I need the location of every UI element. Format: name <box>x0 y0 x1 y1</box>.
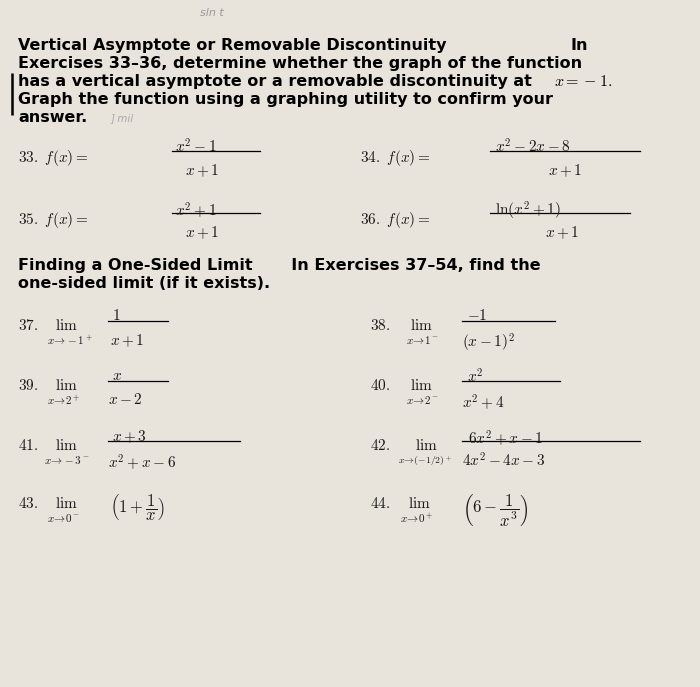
Text: $x\!\to\!0^+$: $x\!\to\!0^+$ <box>400 512 433 526</box>
Text: $x\!\to\!0^-$: $x\!\to\!0^-$ <box>47 512 80 524</box>
Text: sln t: sln t <box>200 8 224 18</box>
Text: In: In <box>570 38 587 53</box>
Text: $x^2 + 4$: $x^2 + 4$ <box>462 392 505 412</box>
Text: $1$: $1$ <box>112 308 120 323</box>
Text: $\mathbf{39.}$: $\mathbf{39.}$ <box>18 378 38 393</box>
Text: $x + 1$: $x + 1$ <box>185 224 220 240</box>
Text: $\mathbf{40.}$: $\mathbf{40.}$ <box>370 378 390 393</box>
Text: $x^2 - 2x - 8$: $x^2 - 2x - 8$ <box>495 138 571 156</box>
Text: $x\!\to\!2^-$: $x\!\to\!2^-$ <box>406 394 439 406</box>
Text: $x\!\to\!(-1/2)^+$: $x\!\to\!(-1/2)^+$ <box>398 454 452 468</box>
Text: $x\!\to\!1^-$: $x\!\to\!1^-$ <box>406 334 439 346</box>
Text: $x - 2$: $x - 2$ <box>108 392 143 407</box>
Text: $\lim$: $\lim$ <box>55 318 78 333</box>
Text: $x^2$: $x^2$ <box>467 368 484 386</box>
Text: answer.: answer. <box>18 110 88 125</box>
Text: $\mathbf{43.}$: $\mathbf{43.}$ <box>18 496 38 511</box>
Text: $\mathbf{34.}\ f(x) =$: $\mathbf{34.}\ f(x) =$ <box>360 148 430 168</box>
Text: $x = -1.$: $x = -1.$ <box>554 74 612 89</box>
Text: $\lim$: $\lim$ <box>410 318 433 333</box>
Text: $x + 1$: $x + 1$ <box>185 162 220 179</box>
Text: $\left(1 + \dfrac{1}{x}\right)$: $\left(1 + \dfrac{1}{x}\right)$ <box>110 492 164 522</box>
Text: has a vertical asymptote or a removable discontinuity at: has a vertical asymptote or a removable … <box>18 74 538 89</box>
Text: $\mathbf{44.}$: $\mathbf{44.}$ <box>370 496 390 511</box>
Text: $x^2 + 1$: $x^2 + 1$ <box>175 200 217 220</box>
Text: $x^2 - 1$: $x^2 - 1$ <box>175 138 217 156</box>
Text: $x$: $x$ <box>112 368 122 383</box>
Text: $x\!\to\!2^+$: $x\!\to\!2^+$ <box>47 394 80 408</box>
Text: ] mil: ] mil <box>110 113 133 123</box>
Text: $x + 1$: $x + 1$ <box>110 332 144 348</box>
Text: $\lim$: $\lim$ <box>55 378 78 393</box>
Text: $\left(6 - \dfrac{1}{x^3}\right)$: $\left(6 - \dfrac{1}{x^3}\right)$ <box>462 492 528 528</box>
Text: $\lim$: $\lim$ <box>55 438 78 453</box>
Text: $\lim$: $\lim$ <box>408 496 431 511</box>
Text: In Exercises 37–54, find the: In Exercises 37–54, find the <box>280 258 540 273</box>
Text: $(x - 1)^2$: $(x - 1)^2$ <box>462 332 515 354</box>
Text: $\mathbf{37.}$: $\mathbf{37.}$ <box>18 318 38 333</box>
Text: $x + 1$: $x + 1$ <box>548 162 582 179</box>
Text: Graph the function using a graphing utility to confirm your: Graph the function using a graphing util… <box>18 92 553 107</box>
Text: $x + 1$: $x + 1$ <box>545 224 580 240</box>
Text: $6x^2 + x - 1$: $6x^2 + x - 1$ <box>468 428 543 448</box>
Text: $\lim$: $\lim$ <box>415 438 438 453</box>
Text: Exercises 33–36, determine whether the graph of the function: Exercises 33–36, determine whether the g… <box>18 56 582 71</box>
Text: $x\!\to\!-1^+$: $x\!\to\!-1^+$ <box>47 334 92 348</box>
Text: $x^2 + x - 6$: $x^2 + x - 6$ <box>108 452 176 472</box>
Text: $\mathbf{35.}\ f(x) =$: $\mathbf{35.}\ f(x) =$ <box>18 210 88 230</box>
Text: $\lim$: $\lim$ <box>55 496 78 511</box>
Text: $\mathbf{38.}$: $\mathbf{38.}$ <box>370 318 390 333</box>
Text: $x + 3$: $x + 3$ <box>112 428 147 444</box>
Text: Finding a One-Sided Limit: Finding a One-Sided Limit <box>18 258 253 273</box>
Text: $-1$: $-1$ <box>467 308 487 323</box>
Text: $\mathbf{41.}$: $\mathbf{41.}$ <box>18 438 38 453</box>
Text: $x\!\to\!-3^-$: $x\!\to\!-3^-$ <box>44 454 90 466</box>
Text: $\lim$: $\lim$ <box>410 378 433 393</box>
Text: $4x^2 - 4x - 3$: $4x^2 - 4x - 3$ <box>462 452 545 470</box>
Text: Vertical Asymptote or Removable Discontinuity: Vertical Asymptote or Removable Disconti… <box>18 38 447 53</box>
Text: $\mathbf{36.}\ f(x) =$: $\mathbf{36.}\ f(x) =$ <box>360 210 430 230</box>
Text: $\ln(x^2 + 1)$: $\ln(x^2 + 1)$ <box>495 200 561 222</box>
Text: one-sided limit (if it exists).: one-sided limit (if it exists). <box>18 276 270 291</box>
Text: $\mathbf{42.}$: $\mathbf{42.}$ <box>370 438 390 453</box>
Text: $\mathbf{33.}\ f(x) =$: $\mathbf{33.}\ f(x) =$ <box>18 148 88 168</box>
